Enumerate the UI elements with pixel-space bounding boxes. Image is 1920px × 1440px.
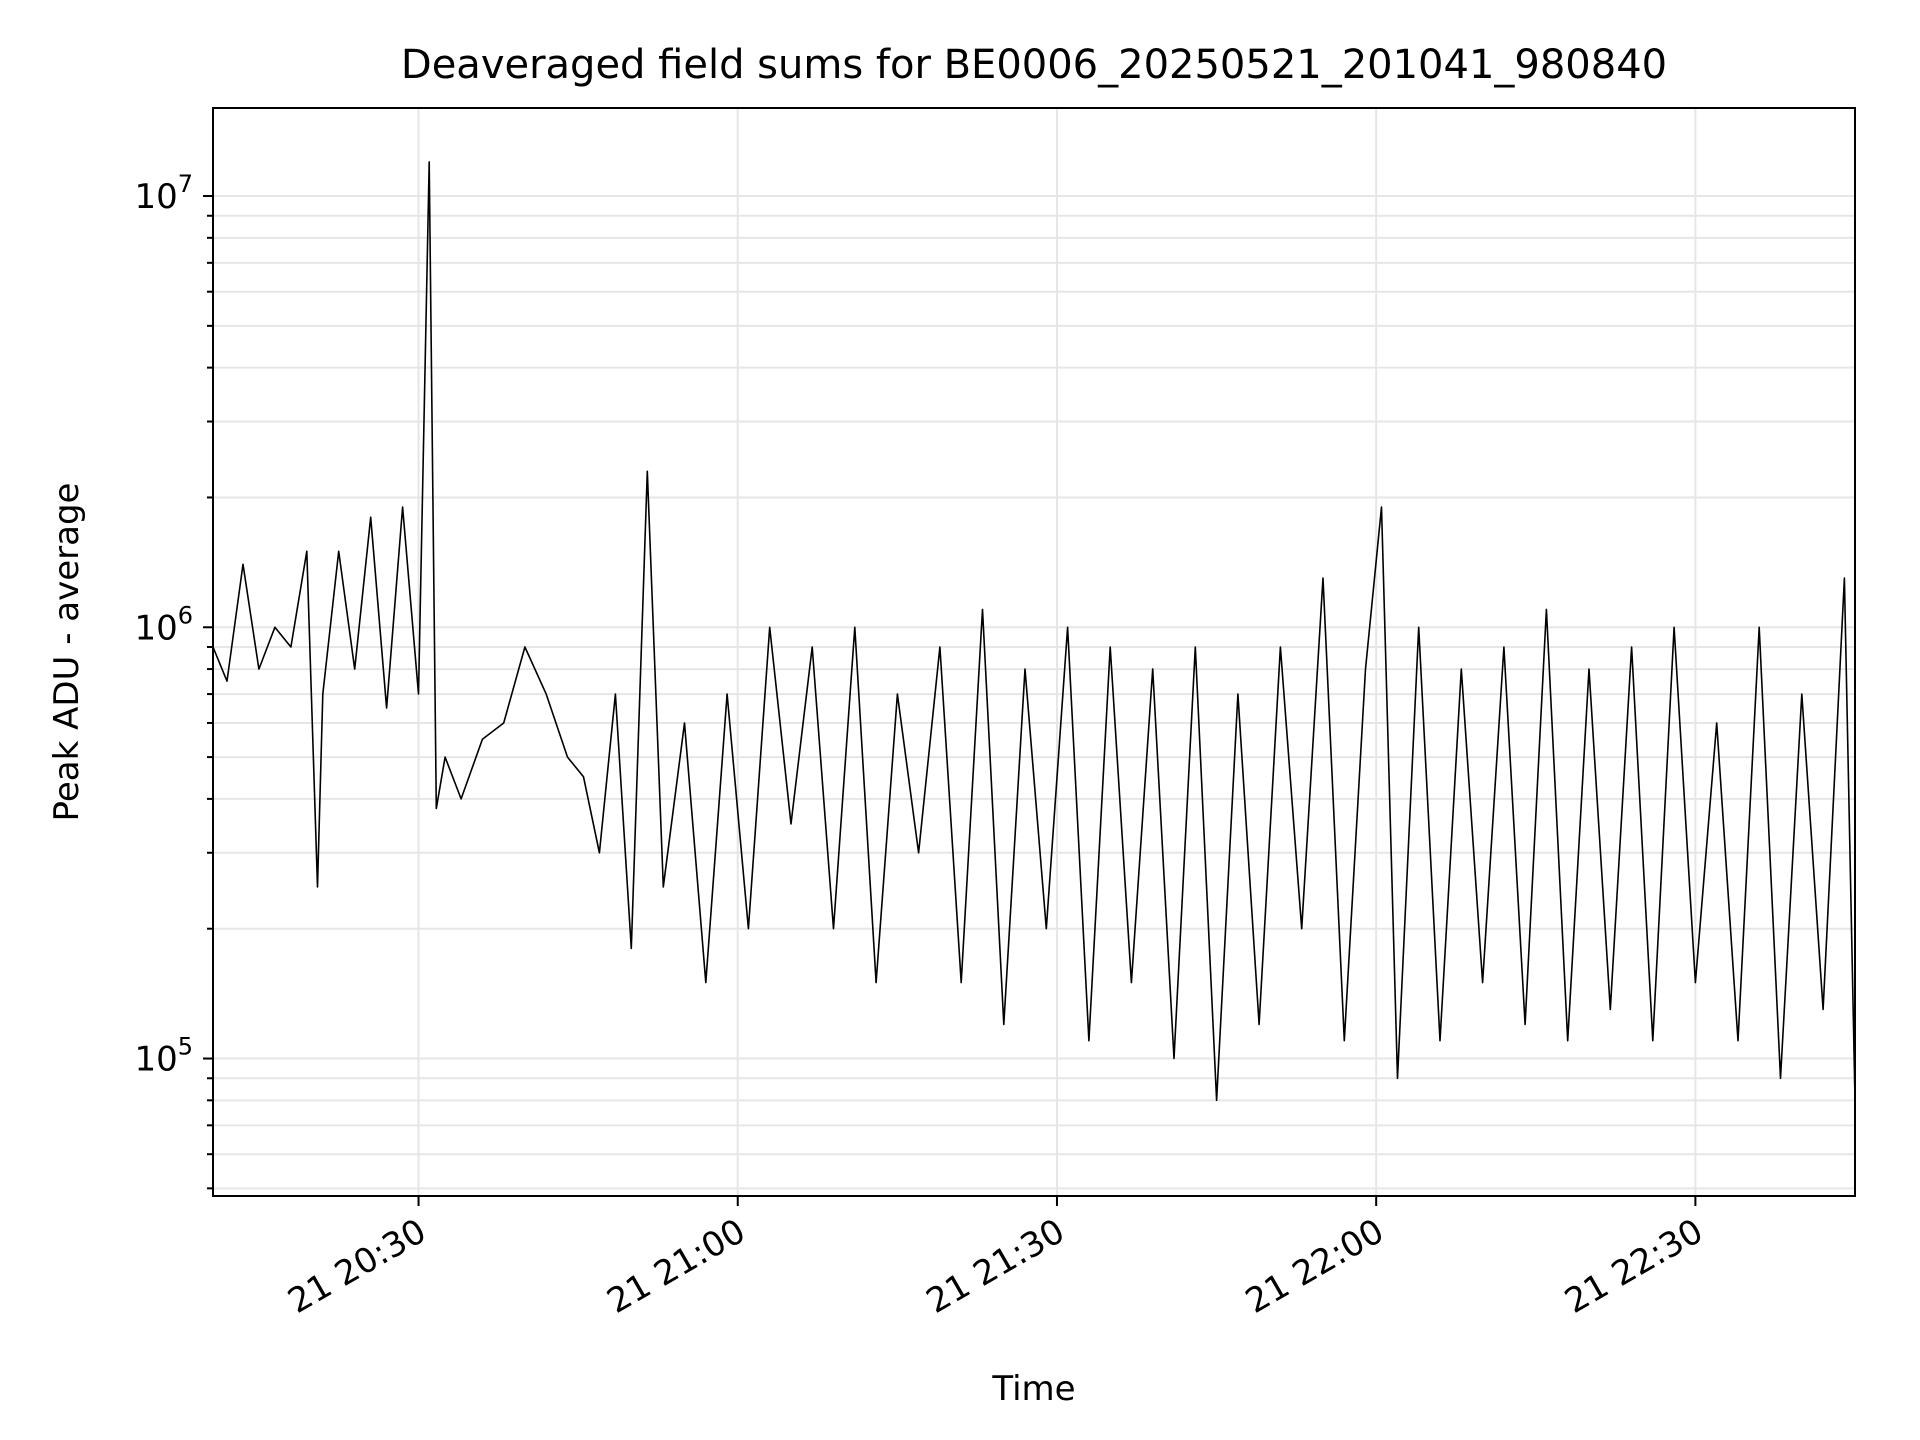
y-axis-label: Peak ADU - average [47, 483, 87, 822]
x-tick-label: 21 20:30 [281, 1211, 433, 1322]
x-tick-label: 21 22:30 [1558, 1211, 1710, 1322]
series-layer [212, 161, 1856, 1102]
x-tick-label: 21 22:00 [1239, 1211, 1391, 1322]
grid-lines [213, 108, 1855, 1196]
chart-title: Deaveraged field sums for BE0006_2025052… [401, 42, 1667, 88]
y-tick-label: 106 [134, 601, 193, 648]
x-axis-label: Time [991, 1369, 1075, 1409]
x-axis: 21 20:30 21 21:00 21 21:30 21 22:00 21 22:30 [281, 1196, 1710, 1322]
x-tick-label: 21 21:30 [920, 1211, 1072, 1322]
y-axis: 105 106 107 [134, 170, 213, 1190]
y-tick-label: 105 [134, 1033, 193, 1080]
x-tick-label: 21 21:00 [601, 1211, 753, 1322]
plot-frame [212, 107, 1856, 1197]
y-tick-label: 107 [134, 170, 193, 217]
series-line-0 [212, 161, 1856, 1102]
